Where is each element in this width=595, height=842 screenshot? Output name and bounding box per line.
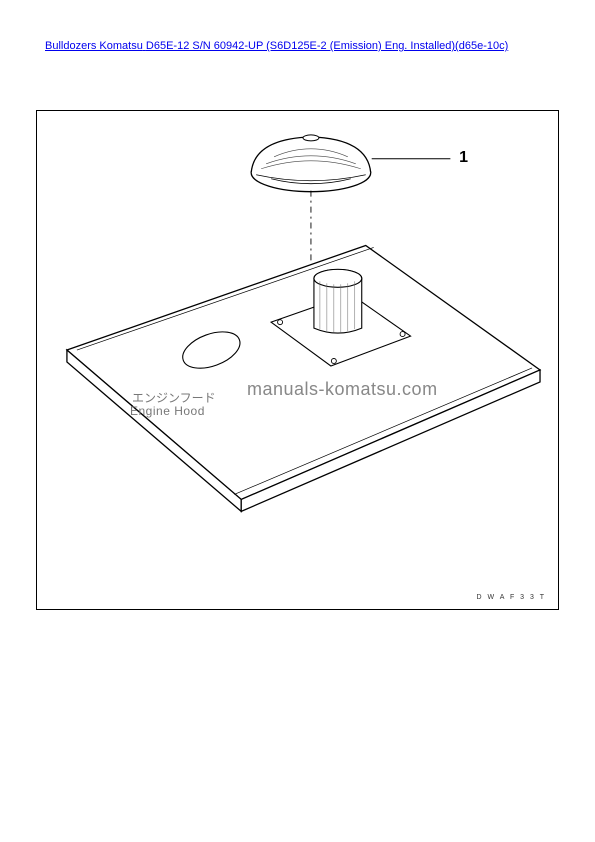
diagram-container: 1 エンジンフード Engine Hood manuals-komatsu.co… bbox=[36, 110, 559, 610]
watermark-text: manuals-komatsu.com bbox=[247, 379, 438, 400]
rain-cap-icon bbox=[251, 135, 371, 192]
page-title-link[interactable]: Bulldozers Komatsu D65E-12 S/N 60942-UP … bbox=[45, 40, 508, 52]
exhaust-pipe bbox=[314, 269, 362, 333]
engine-hood-diagram bbox=[37, 111, 558, 609]
title-prefix: Bulldozers Komatsu bbox=[45, 40, 143, 52]
title-linktext: D65E-12 S/N 60942-UP (S6D125E-2 (Emissio… bbox=[146, 40, 508, 52]
diagram-code: D W A F 3 3 T bbox=[477, 594, 546, 601]
callout-number: 1 bbox=[459, 149, 468, 167]
label-english: Engine Hood bbox=[130, 404, 205, 418]
